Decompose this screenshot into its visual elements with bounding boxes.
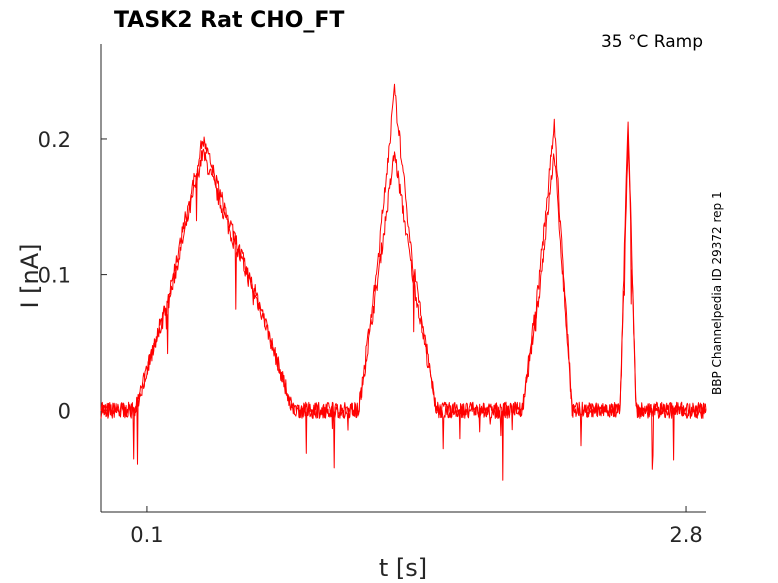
y-tick-label: 0 [58, 399, 71, 423]
x-tick-label: 0.1 [130, 523, 163, 547]
x-tick-label: 2.8 [669, 523, 702, 547]
current-trace-2 [100, 83, 707, 461]
series-lines [100, 83, 707, 481]
x-axis-label: t [s] [379, 554, 427, 582]
y-tick-label: 0.2 [38, 128, 71, 152]
source-label: BBP Channelpedia ID 29372 rep 1 [710, 191, 724, 395]
condition-annotation: 35 °C Ramp [601, 32, 703, 52]
current-trace-1 [100, 134, 707, 481]
y-tick-label: 0.1 [38, 264, 71, 288]
chart-title: TASK2 Rat CHO_FT [114, 8, 344, 33]
y-axis-label: I [nA] [16, 243, 44, 308]
axis-ticks: 0.1 2.8 0 0.1 0.2 [38, 128, 703, 547]
